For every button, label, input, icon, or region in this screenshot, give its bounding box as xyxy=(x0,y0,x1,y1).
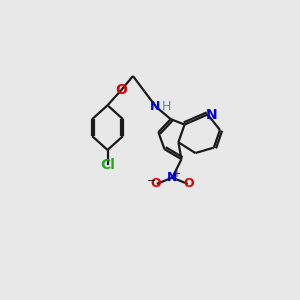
Text: H: H xyxy=(162,100,172,113)
Text: +: + xyxy=(172,169,180,179)
Text: O: O xyxy=(184,177,194,190)
Text: N: N xyxy=(206,108,217,122)
Text: Cl: Cl xyxy=(100,158,115,172)
Text: O: O xyxy=(116,83,127,97)
Text: N: N xyxy=(167,171,177,184)
Text: −: − xyxy=(147,176,156,186)
Text: O: O xyxy=(150,177,160,190)
Text: N: N xyxy=(150,100,160,113)
